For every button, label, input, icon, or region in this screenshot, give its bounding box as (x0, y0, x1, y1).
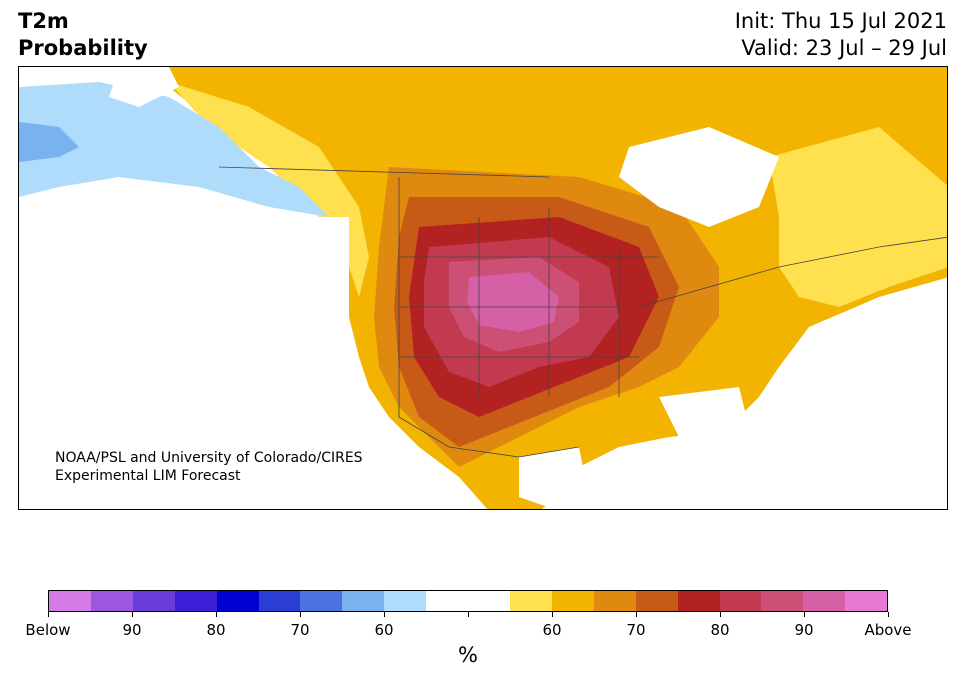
colorbar-segment (216, 591, 259, 611)
colorbar-segment (174, 591, 217, 611)
map-neutral-mexico (519, 447, 589, 509)
map-fill-below-70 (19, 122, 79, 162)
variable-title: T2m (18, 9, 69, 33)
colorbar-segment (342, 591, 385, 611)
colorbar-tick (804, 612, 805, 617)
map-credit: NOAA/PSL and University of Colorado/CIRE… (55, 449, 363, 485)
map-fill-above-98 (467, 272, 559, 332)
colorbar-tick-label: Below (25, 621, 71, 639)
map-fill-below-60 (19, 82, 329, 217)
colorbar-segment (803, 591, 846, 611)
colorbar-segment (509, 591, 552, 611)
colorbar-segment (677, 591, 720, 611)
colorbar-tick (216, 612, 217, 617)
colorbar-tick-label: Above (864, 621, 912, 639)
init-date: Init: Thu 15 Jul 2021 (734, 9, 947, 33)
colorbar-tick-label: 60 (542, 621, 562, 639)
colorbar-tick-label: 70 (626, 621, 646, 639)
product-title: Probability (18, 36, 148, 60)
colorbar-segment (468, 591, 510, 611)
colorbar-tick-label: 90 (794, 621, 814, 639)
colorbar-segment (384, 591, 427, 611)
colorbar-tick (300, 612, 301, 617)
colorbar-tick (552, 612, 553, 617)
colorbar-tick-label: 70 (290, 621, 310, 639)
colorbar-tick (720, 612, 721, 617)
colorbar-segment (593, 591, 636, 611)
colorbar-segment (426, 591, 469, 611)
forecast-dates: Init: Thu 15 Jul 2021 Valid: 23 Jul – 29… (735, 8, 947, 62)
colorbar (48, 590, 888, 612)
credit-line-1: NOAA/PSL and University of Colorado/CIRE… (55, 450, 363, 466)
colorbar-unit-label: % (458, 643, 478, 667)
map-neutral-hudson (619, 127, 779, 227)
colorbar-tick (468, 612, 469, 617)
colorbar-tick (636, 612, 637, 617)
colorbar-segment (551, 591, 594, 611)
map-neutral-pacific (19, 217, 349, 509)
colorbar-segment (719, 591, 762, 611)
colorbar-tick-label: 90 (122, 621, 142, 639)
probability-map (19, 67, 947, 509)
colorbar-tick (888, 612, 889, 617)
map-neutral-alaska-north (109, 67, 179, 107)
map-fill-light-yellow-east (769, 127, 947, 307)
colorbar-segment (761, 591, 804, 611)
colorbar-segment (845, 591, 888, 611)
map-neutral-southeast (659, 387, 749, 447)
colorbar-tick-label: 80 (710, 621, 730, 639)
colorbar-tick (384, 612, 385, 617)
colorbar-segment (49, 591, 91, 611)
colorbar-tick-label: 60 (374, 621, 394, 639)
colorbar-segment (90, 591, 133, 611)
map-panel (18, 66, 948, 510)
political-boundaries (218, 166, 947, 458)
credit-line-2: Experimental LIM Forecast (55, 468, 241, 484)
colorbar-tick-label: 80 (206, 621, 226, 639)
colorbar-segment (258, 591, 301, 611)
colorbar-segment (300, 591, 343, 611)
colorbar-tick (132, 612, 133, 617)
chart-title-block: T2m Probability (18, 8, 148, 62)
colorbar-tick (48, 612, 49, 617)
map-fill-light-yellow-west (169, 82, 369, 297)
valid-range: Valid: 23 Jul – 29 Jul (741, 36, 947, 60)
colorbar-segment (132, 591, 175, 611)
colorbar-segment (635, 591, 678, 611)
